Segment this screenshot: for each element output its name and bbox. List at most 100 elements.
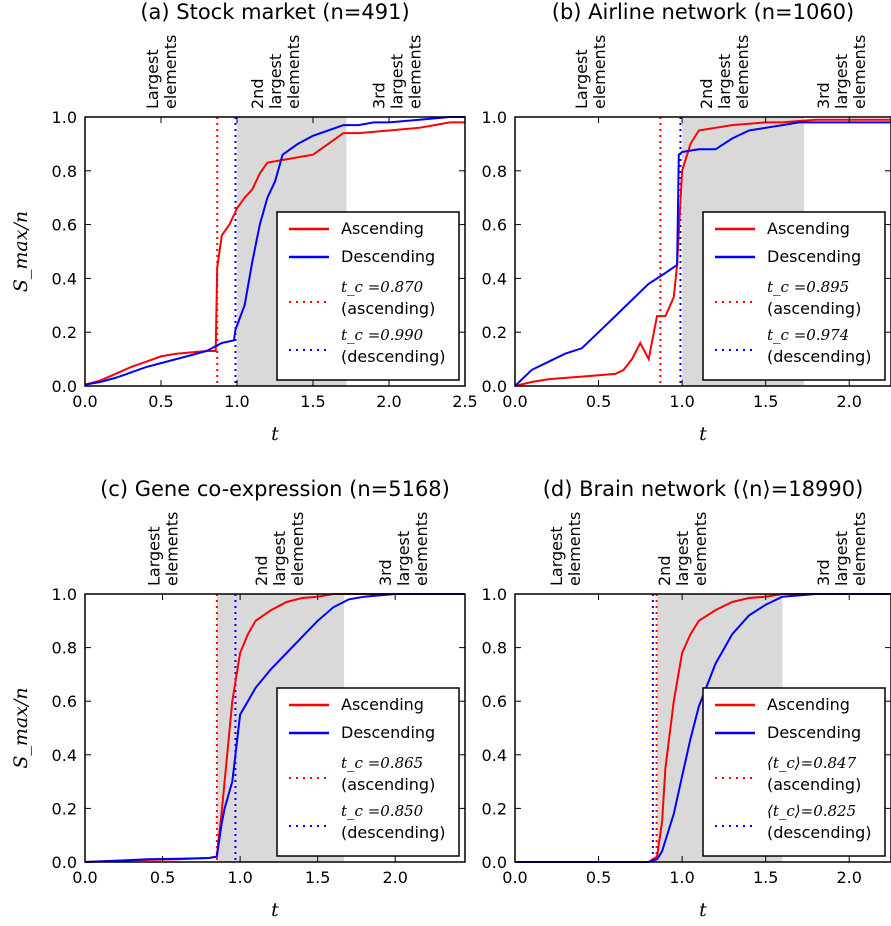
region-label: largest	[266, 54, 285, 109]
region-label: elements	[406, 35, 425, 109]
x-tick-label: 1.0	[669, 868, 694, 887]
x-tick-label: 2.0	[376, 392, 401, 411]
region-label: largest	[388, 54, 407, 109]
legend-label: Descending	[341, 247, 435, 266]
region-label: elements	[850, 35, 869, 109]
legend-label: Ascending	[767, 695, 850, 714]
y-tick-label: 0.2	[482, 323, 507, 342]
y-tick-label: 0.8	[482, 162, 507, 181]
y-tick-label: 0.8	[482, 639, 507, 658]
legend-label: t_c =0.850	[341, 802, 424, 820]
region-label: largest	[832, 531, 851, 586]
y-tick-label: 0.8	[52, 639, 77, 658]
region-label: Largest	[143, 49, 162, 109]
x-tick-label: 1.0	[224, 392, 249, 411]
region-label: elements	[161, 35, 180, 109]
legend-sublabel: (ascending)	[341, 299, 435, 318]
legend-label: t_c =0.870	[341, 278, 424, 296]
legend-sublabel: (descending)	[767, 347, 872, 366]
legend-label: Descending	[767, 723, 861, 742]
legend-sublabel: (descending)	[341, 823, 446, 842]
x-tick-label: 2.5	[452, 392, 477, 411]
legend-label: Descending	[341, 723, 435, 742]
region-label: elements	[850, 512, 869, 586]
region-label: Largest	[572, 49, 591, 109]
chart-title: (d) Brain network (⟨n⟩=18990)	[543, 477, 864, 501]
region-label: 3rd	[814, 559, 833, 586]
legend-sublabel: (ascending)	[341, 775, 435, 794]
x-tick-label: 0.0	[502, 392, 527, 411]
y-tick-label: 0.4	[482, 746, 507, 765]
y-tick-label: 0.6	[52, 692, 77, 711]
x-tick-label: 0.0	[502, 868, 527, 887]
panel-2: (c) Gene co-expression (n=5168) 0.0 0.5 1.0…	[10, 477, 466, 921]
y-axis-label: S_max/n	[10, 687, 32, 768]
x-axis-label: t	[271, 423, 279, 445]
region-label: elements	[412, 512, 431, 586]
x-tick-label: 1.0	[227, 868, 252, 887]
series-ascending	[84, 121, 465, 386]
series-ascending	[514, 118, 891, 387]
x-tick-label: 0.0	[72, 868, 97, 887]
region-label: 2nd	[655, 556, 674, 586]
x-tick-label: 1.5	[753, 868, 778, 887]
y-tick-label: 0.0	[482, 377, 507, 396]
legend-label: Ascending	[341, 219, 424, 238]
region-label: largest	[715, 54, 734, 109]
legend-sublabel: (descending)	[767, 823, 872, 842]
legend-label: Ascending	[767, 219, 850, 238]
plot-frame	[84, 116, 466, 387]
y-tick-label: 1.0	[482, 108, 507, 127]
y-tick-label: 1.0	[52, 108, 77, 127]
region-label: elements	[284, 35, 303, 109]
y-tick-label: 0.0	[482, 853, 507, 872]
legend-sublabel: (descending)	[341, 347, 446, 366]
legend-sublabel: (ascending)	[767, 775, 861, 794]
legend-label: t_c =0.865	[341, 754, 423, 772]
x-tick-label: 2.0	[836, 868, 861, 887]
x-tick-label: 0.5	[586, 392, 611, 411]
x-axis-label: t	[699, 899, 707, 921]
legend-box	[702, 211, 886, 381]
legend-sublabel: (ascending)	[767, 299, 861, 318]
region-label: elements	[163, 512, 182, 586]
legend-label: t_c =0.895	[767, 278, 849, 296]
series-descending	[515, 593, 891, 863]
region-label: elements	[565, 512, 584, 586]
region-label: largest	[270, 531, 289, 586]
series-descending	[514, 121, 891, 387]
chart-title: (a) Stock market (n=491)	[140, 0, 409, 24]
y-axis-label: S_max/n	[10, 211, 32, 292]
series-descending	[84, 593, 465, 863]
x-tick-label: 1.5	[753, 392, 778, 411]
y-tick-label: 0.4	[52, 746, 77, 765]
y-tick-label: 0.4	[52, 269, 77, 288]
plot-frame	[84, 593, 466, 863]
x-tick-label: 2.0	[836, 392, 861, 411]
y-tick-label: 0.0	[52, 853, 77, 872]
x-tick-label: 2.0	[382, 868, 407, 887]
x-tick-label: 1.5	[300, 392, 325, 411]
region-label: 2nd	[252, 556, 271, 586]
y-tick-label: 1.0	[482, 585, 507, 604]
region-label: 3rd	[376, 559, 395, 586]
legend-box	[276, 687, 460, 857]
y-tick-label: 0.4	[482, 269, 507, 288]
region-label: elements	[691, 512, 710, 586]
y-tick-label: 0.6	[52, 216, 77, 235]
series-descending	[84, 116, 465, 386]
y-tick-label: 1.0	[52, 585, 77, 604]
legend-label: t_c =0.990	[341, 326, 424, 344]
region-label: 3rd	[370, 82, 389, 109]
region-label: Largest	[547, 526, 566, 586]
plot-frame	[514, 593, 891, 863]
x-tick-label: 1.5	[305, 868, 330, 887]
x-tick-label: 1.0	[669, 392, 694, 411]
legend-label: ⟨t_c⟩=0.825	[767, 802, 856, 820]
region-label: elements	[288, 512, 307, 586]
region-label: elements	[733, 35, 752, 109]
region-label: 2nd	[697, 79, 716, 109]
x-tick-label: 0.5	[586, 868, 611, 887]
y-tick-label: 0.6	[482, 216, 507, 235]
